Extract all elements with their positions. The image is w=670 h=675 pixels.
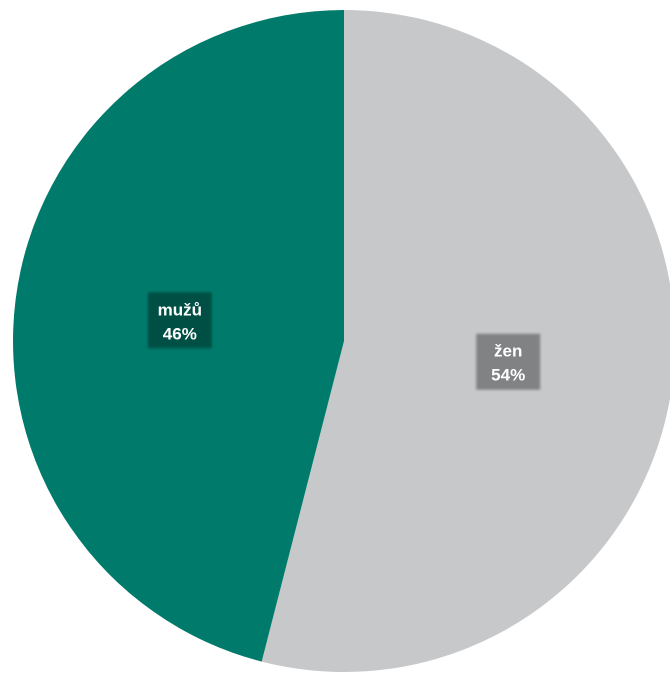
slice-value-label-1: 46% [163, 324, 197, 343]
slice-label-background-0 [476, 333, 541, 390]
slice-value-label-0: 54% [491, 366, 525, 385]
pie-labels: žen 54% mužů 46% [147, 292, 541, 390]
slice-name-label-0: žen [494, 342, 522, 361]
pie-slice-0 [261, 10, 670, 672]
slice-label-background-1 [147, 292, 212, 349]
pie-slices [12, 10, 670, 672]
slice-name-label-1: mužů [158, 300, 202, 319]
